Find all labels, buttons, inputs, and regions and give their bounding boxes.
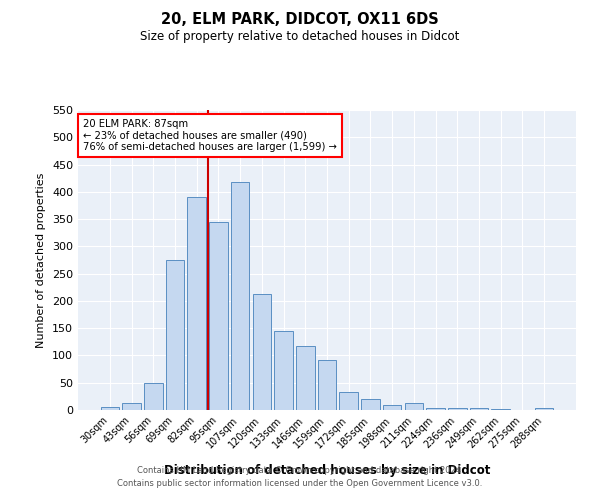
- Bar: [383, 405, 401, 410]
- Bar: [231, 182, 250, 410]
- Y-axis label: Number of detached properties: Number of detached properties: [37, 172, 46, 348]
- Bar: [209, 222, 227, 410]
- Text: Contains HM Land Registry data © Crown copyright and database right 2024.: Contains HM Land Registry data © Crown c…: [137, 466, 463, 475]
- Text: 20 ELM PARK: 87sqm
← 23% of detached houses are smaller (490)
76% of semi-detach: 20 ELM PARK: 87sqm ← 23% of detached hou…: [83, 119, 337, 152]
- Bar: [448, 408, 467, 410]
- Bar: [274, 331, 293, 410]
- X-axis label: Distribution of detached houses by size in Didcot: Distribution of detached houses by size …: [164, 464, 490, 477]
- Bar: [166, 260, 184, 410]
- Bar: [144, 384, 163, 410]
- Bar: [101, 408, 119, 410]
- Bar: [340, 392, 358, 410]
- Bar: [361, 398, 380, 410]
- Text: Contains public sector information licensed under the Open Government Licence v3: Contains public sector information licen…: [118, 478, 482, 488]
- Bar: [427, 408, 445, 410]
- Bar: [470, 408, 488, 410]
- Bar: [122, 404, 141, 410]
- Text: 20, ELM PARK, DIDCOT, OX11 6DS: 20, ELM PARK, DIDCOT, OX11 6DS: [161, 12, 439, 28]
- Text: Size of property relative to detached houses in Didcot: Size of property relative to detached ho…: [140, 30, 460, 43]
- Bar: [187, 198, 206, 410]
- Bar: [404, 403, 423, 410]
- Bar: [535, 408, 553, 410]
- Bar: [253, 294, 271, 410]
- Bar: [318, 360, 336, 410]
- Bar: [296, 346, 314, 410]
